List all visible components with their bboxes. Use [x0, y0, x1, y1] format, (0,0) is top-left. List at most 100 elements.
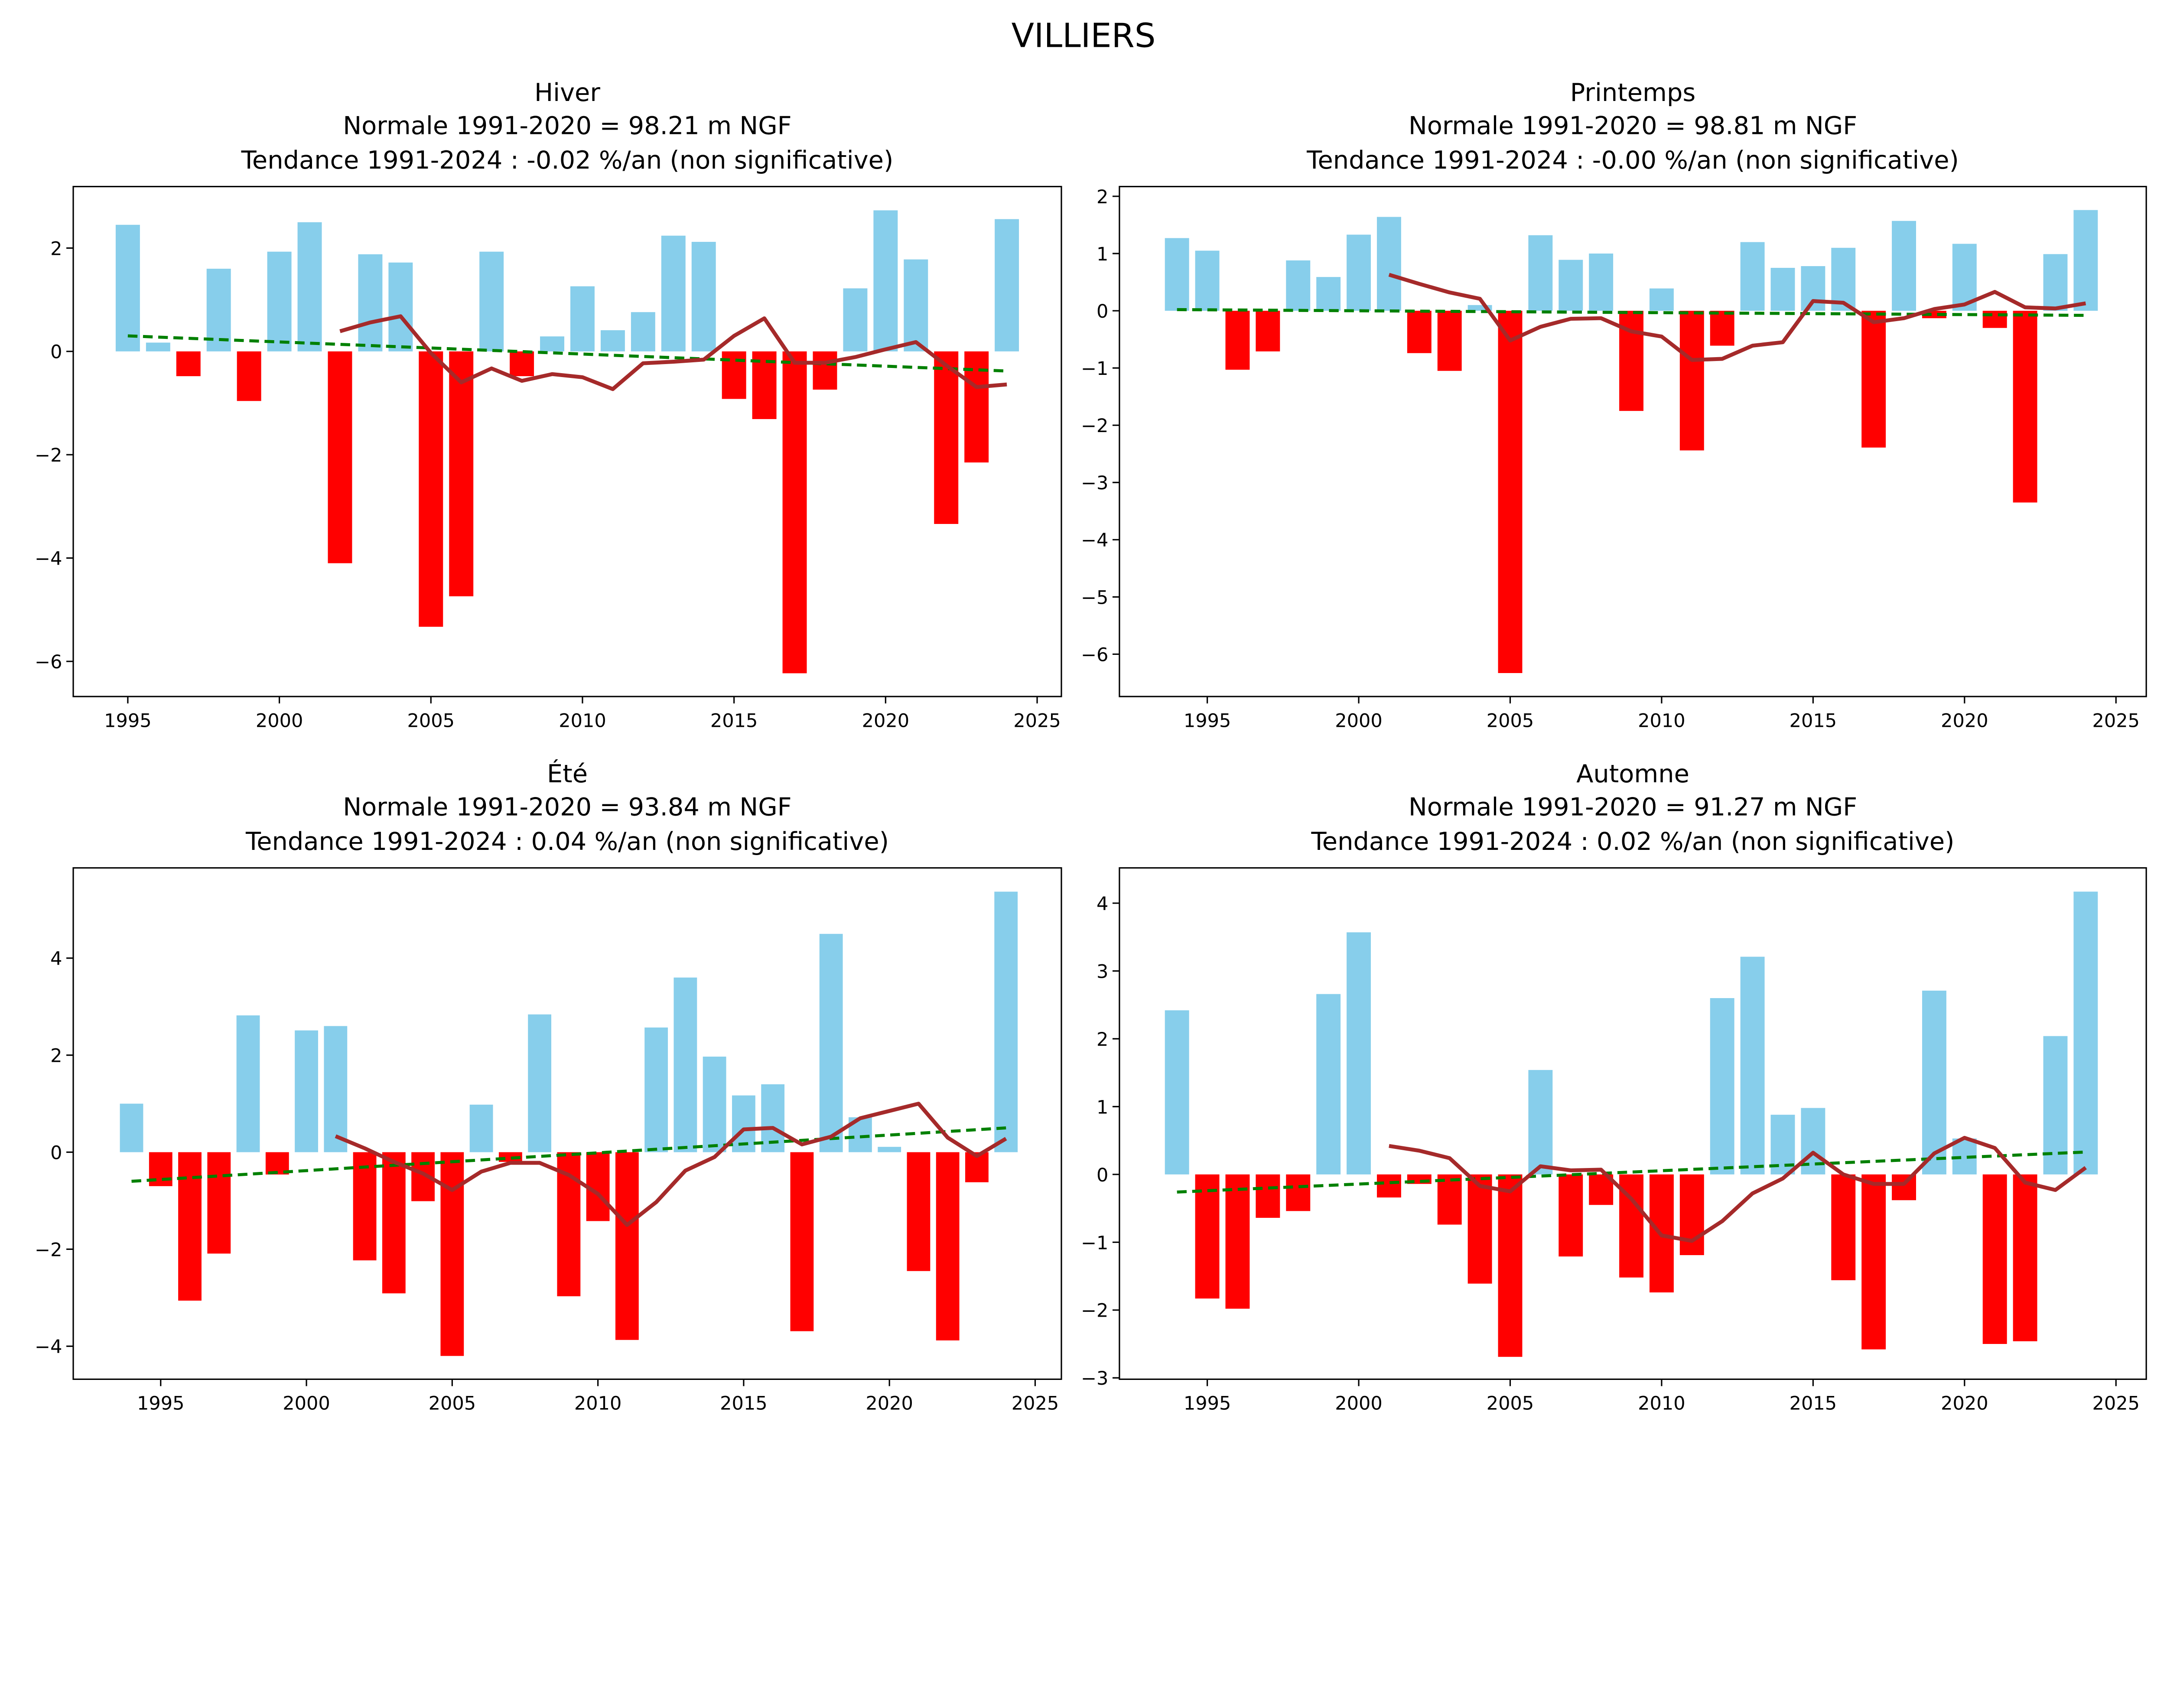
x-tick-label: 2020 [865, 1393, 913, 1415]
bar [1256, 1174, 1280, 1218]
bar [1649, 288, 1674, 311]
x-tick-label: 1995 [1184, 1393, 1231, 1415]
x-tick-label: 2010 [559, 710, 606, 732]
y-tick-label: 0 [50, 342, 62, 363]
bar [297, 222, 322, 351]
bar [2013, 1174, 2037, 1341]
subplot-title-line: Printemps [1570, 78, 1695, 107]
y-tick-label: −5 [1081, 587, 1108, 608]
bar [2013, 311, 2037, 503]
x-tick-label: 2000 [1335, 1393, 1383, 1415]
bar [1922, 990, 1946, 1174]
moving-average-line [1388, 273, 2086, 362]
bar [1982, 1174, 2007, 1344]
y-tick-label: −6 [35, 651, 62, 673]
y-tick-label: −4 [35, 1336, 62, 1358]
subplot-1: Hiver Normale 1991-2020 = 98.21 m NGF Tend… [35, 78, 1062, 732]
y-tick-label: 4 [50, 948, 62, 970]
bar [1437, 311, 1462, 371]
bar [994, 891, 1018, 1152]
x-tick-label: 2015 [1790, 1393, 1837, 1415]
figure: VILLIERS Hiver Normale 1991-2020 = 98.21 … [35, 16, 2147, 1415]
x-tick-label: 2010 [574, 1393, 622, 1415]
moving-average-line [335, 1102, 1007, 1227]
x-tick-label: 2010 [1638, 1393, 1685, 1415]
bar [1256, 311, 1280, 351]
bar [1467, 1174, 1492, 1284]
x-tick-label: 2025 [2092, 1393, 2140, 1415]
x-tick-label: 2005 [407, 710, 455, 732]
y-tick-label: −2 [35, 445, 62, 466]
y-tick-label: 1 [1097, 1096, 1108, 1118]
bar [790, 1152, 814, 1331]
subplot-title-line: Normale 1991-2020 = 98.21 m NGF [343, 111, 791, 140]
bar [237, 351, 261, 401]
bar [2043, 254, 2068, 311]
figure-title: VILLIERS [1012, 16, 1156, 55]
x-tick-label: 2005 [1487, 710, 1534, 732]
axes-frame [1119, 185, 2147, 697]
bar [469, 1104, 493, 1152]
bar [1892, 1174, 1916, 1200]
y-tick-label: −4 [1081, 530, 1108, 551]
bar [1559, 1174, 1583, 1257]
bar [904, 259, 928, 351]
subplot-3: Été Normale 1991-2020 = 93.84 m NGF Tendan… [35, 759, 1062, 1415]
bar [1316, 994, 1341, 1174]
bar [528, 1014, 552, 1152]
y-tick-label: 2 [1097, 186, 1108, 208]
bar [1316, 277, 1341, 311]
x-tick-label: 2000 [283, 1393, 330, 1415]
bar [1225, 311, 1250, 370]
bar [1347, 234, 1371, 311]
bar [1861, 1174, 1886, 1350]
bar [1559, 260, 1583, 311]
bar [1195, 1174, 1220, 1299]
x-tick-label: 2000 [256, 710, 303, 732]
y-tick-label: −2 [1081, 415, 1108, 437]
y-tick-label: 2 [50, 1045, 62, 1067]
bar [1710, 998, 1734, 1174]
bar [1165, 1010, 1189, 1174]
bar [907, 1152, 931, 1271]
bar [1892, 221, 1916, 311]
bar [1679, 311, 1704, 451]
y-tick-label: −2 [1081, 1300, 1108, 1322]
bar [631, 312, 655, 351]
bar [691, 242, 716, 351]
x-tick-label: 2015 [1790, 710, 1837, 732]
y-tick-label: −6 [1081, 644, 1108, 666]
bar [843, 288, 868, 351]
x-tick-label: 2010 [1638, 710, 1685, 732]
x-tick-label: 1995 [1184, 710, 1231, 732]
subplot-title-line: Normale 1991-2020 = 98.81 m NGF [1409, 111, 1857, 140]
bar [540, 336, 564, 351]
bar [1528, 1070, 1553, 1174]
bar [1740, 956, 1765, 1174]
y-tick-label: −1 [1081, 1232, 1108, 1254]
x-tick-label: 2025 [1012, 1393, 1059, 1415]
bar [1498, 1174, 1523, 1357]
moving-average-line [1389, 1135, 2087, 1243]
bar [1165, 238, 1189, 311]
subplot-title-line: Tendance 1991-2024 : -0.02 %/an (non sig… [241, 146, 894, 175]
subplot-title-line: Hiver [534, 78, 600, 107]
x-tick-label: 2005 [1487, 1393, 1534, 1415]
x-tick-label: 2020 [862, 710, 910, 732]
bar [510, 351, 534, 377]
y-tick-label: −4 [35, 548, 62, 570]
moving-average-line [339, 314, 1007, 391]
bar [1740, 242, 1765, 311]
x-tick-label: 2000 [1335, 710, 1383, 732]
y-tick-label: 1 [1097, 244, 1108, 265]
y-tick-label: 0 [1097, 1165, 1108, 1186]
bar [146, 342, 170, 351]
x-tick-label: 2015 [720, 1393, 768, 1415]
bar [1347, 932, 1371, 1174]
y-tick-label: 0 [1097, 301, 1108, 322]
x-tick-label: 2020 [1941, 1393, 1988, 1415]
bar [644, 1027, 668, 1152]
bar [328, 351, 352, 563]
bar [878, 1147, 901, 1152]
bar [1679, 1174, 1704, 1256]
